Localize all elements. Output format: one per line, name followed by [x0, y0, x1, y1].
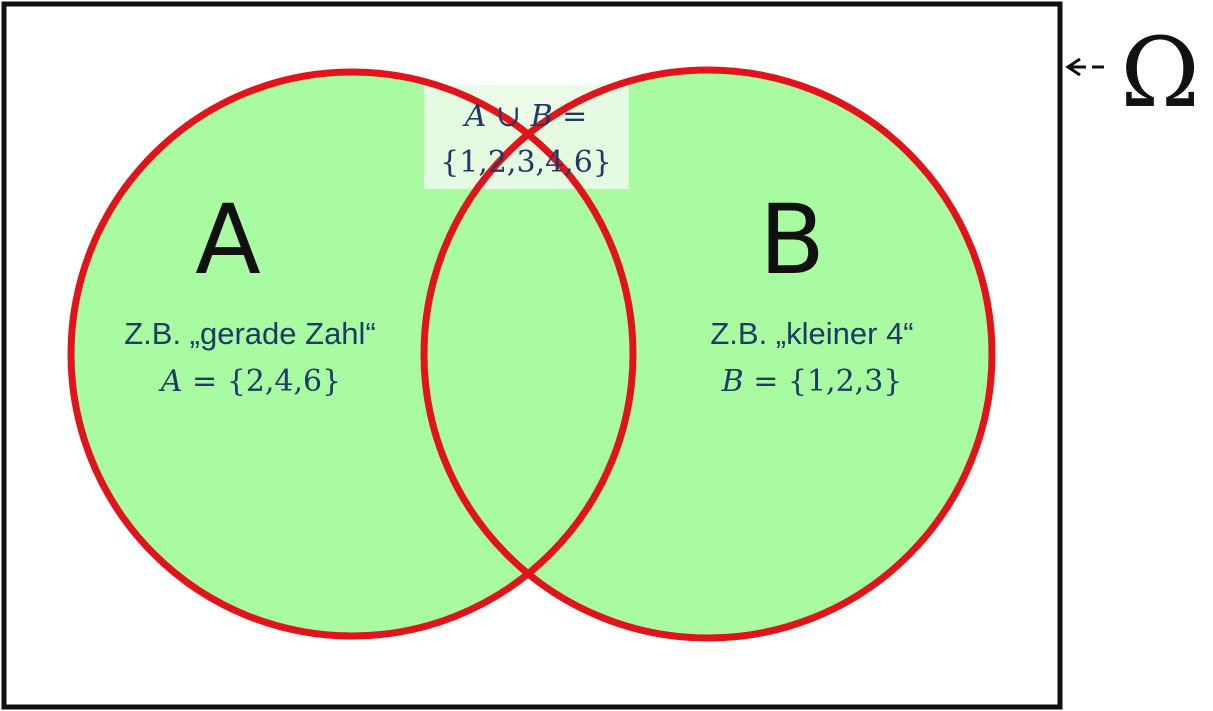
- set-b-circle: [420, 66, 996, 642]
- union-var-b: B: [530, 99, 553, 134]
- set-b-definition: B = {1,2,3}: [721, 364, 903, 399]
- set-b-fill: [424, 70, 992, 638]
- union-var-a: A: [462, 99, 487, 134]
- set-a-equals: =: [182, 364, 226, 399]
- union-operator: ∪: [486, 99, 530, 134]
- set-a-circle: [67, 68, 637, 640]
- set-a-definition: A = {2,4,6}: [158, 364, 341, 399]
- union-equals: =: [553, 99, 588, 134]
- universe-arrow-icon: [1065, 57, 1104, 77]
- union-expression: A ∪ B =: [462, 99, 588, 134]
- set-a-letter: A: [195, 184, 261, 296]
- set-a-var: A: [158, 364, 183, 399]
- set-b-letter: B: [759, 184, 825, 296]
- set-b-example: Z.B. „kleiner 4“: [710, 316, 913, 351]
- set-a-example: Z.B. „gerade Zahl“: [124, 316, 376, 351]
- set-outlines: [67, 66, 996, 642]
- union-elements: {1,2,3,4,6}: [440, 145, 612, 180]
- set-b-elements: {1,2,3}: [788, 364, 903, 399]
- set-a-elements: {2,4,6}: [227, 364, 342, 399]
- set-b-var: B: [721, 364, 744, 399]
- set-fills: [71, 70, 992, 638]
- set-b-equals: =: [744, 364, 788, 399]
- universe-symbol: Ω: [1120, 17, 1200, 129]
